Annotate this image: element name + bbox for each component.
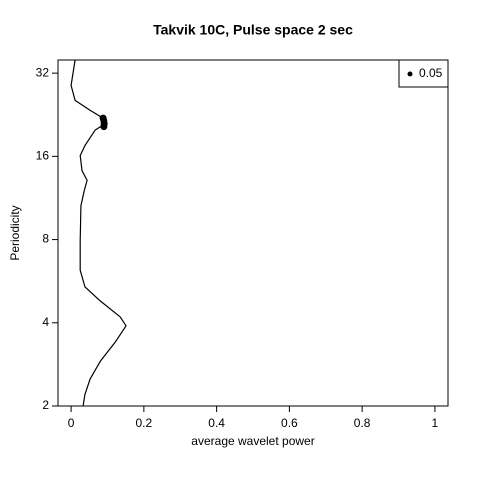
x-axis-label: average wavelet power — [191, 434, 314, 448]
y-tick-label: 8 — [42, 232, 49, 246]
x-tick-label: 0.6 — [281, 416, 298, 430]
y-tick-label: 2 — [42, 398, 49, 412]
x-tick-label: 0.2 — [136, 416, 153, 430]
legend-marker — [407, 71, 413, 77]
x-tick-label: 0 — [68, 416, 75, 430]
x-tick-label: 0.4 — [208, 416, 225, 430]
legend-label: 0.05 — [419, 66, 443, 80]
y-axis-label: Periodicity — [8, 205, 22, 260]
x-tick-label: 1 — [432, 416, 439, 430]
chart-title: Takvik 10C, Pulse space 2 sec — [153, 22, 353, 38]
plot-frame — [57, 59, 449, 407]
y-tick-label: 16 — [36, 149, 50, 163]
legend-box — [398, 59, 449, 88]
significant-point — [100, 123, 108, 131]
x-tick-label: 0.8 — [354, 416, 371, 430]
y-tick-label: 4 — [42, 315, 49, 329]
y-tick-label: 32 — [36, 65, 50, 79]
